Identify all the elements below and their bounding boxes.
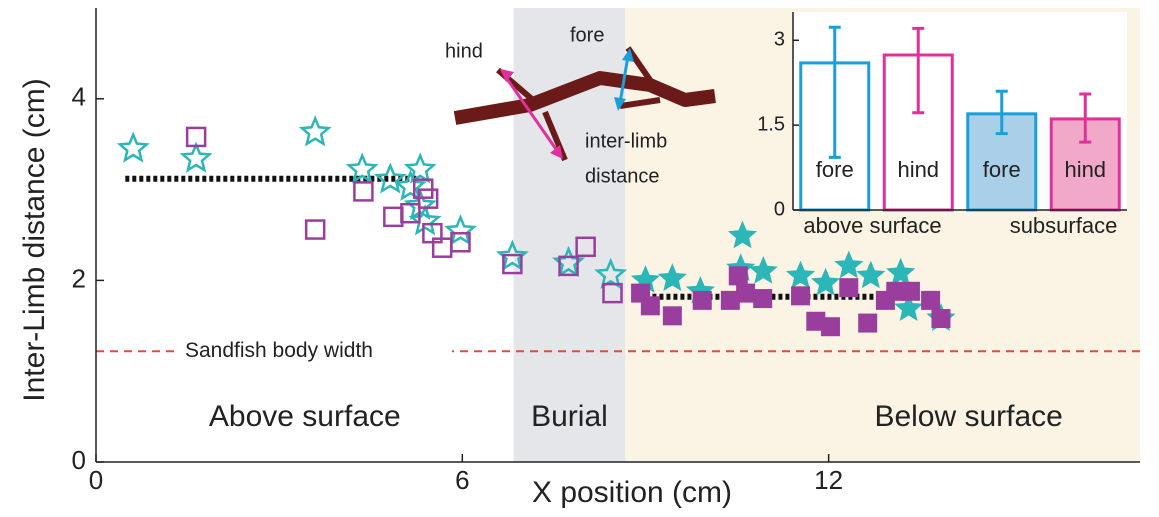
x-tick-label: 12	[814, 465, 843, 495]
main-chart: Above surface Burial Below surface Sandfish…	[18, 8, 1140, 509]
inset-y-tick-label: 0	[774, 198, 785, 220]
square-marker	[353, 181, 374, 202]
square-marker	[304, 219, 326, 240]
sandfish-diagram: hind fore inter-limb distance	[445, 24, 716, 187]
star-marker	[444, 214, 477, 246]
bar-label: fore	[983, 157, 1021, 182]
square-marker	[900, 281, 920, 301]
square-marker	[728, 266, 748, 286]
square-marker	[450, 232, 471, 253]
annotation: distance	[585, 165, 660, 187]
bar-label: hind	[1064, 157, 1106, 182]
annotation: inter-limb	[585, 130, 667, 152]
star-marker	[811, 267, 841, 296]
star-marker	[495, 239, 529, 271]
star-marker	[594, 257, 628, 289]
bar-label: fore	[816, 157, 854, 182]
y-tick-label: 2	[72, 263, 86, 293]
star-marker	[408, 204, 442, 236]
region-label: Above surface	[209, 400, 401, 433]
x-tick-label: 6	[455, 465, 469, 495]
square-marker	[753, 289, 773, 309]
square-marker	[662, 306, 682, 326]
square-marker	[602, 282, 623, 304]
square-marker	[839, 278, 859, 298]
star-marker	[179, 141, 213, 173]
star-marker	[727, 220, 758, 249]
square-marker	[692, 290, 712, 310]
star-marker	[403, 152, 437, 184]
region-label: Below surface	[874, 400, 1062, 433]
inset-chart: fore hind fore hind above surface subsurface 0…	[757, 12, 1127, 238]
error-bar	[912, 26, 925, 115]
square-marker	[502, 253, 523, 275]
arrowhead	[500, 69, 563, 159]
arrow	[503, 75, 560, 153]
star-marker	[393, 169, 427, 201]
star-marker	[856, 260, 886, 289]
square-marker	[575, 236, 596, 258]
group-label: above surface	[803, 213, 941, 238]
region-label: Burial	[531, 400, 608, 433]
star-marker	[345, 152, 379, 184]
square-marker	[417, 188, 439, 209]
leg	[619, 97, 661, 109]
x-tick-label: 0	[89, 465, 103, 495]
leg	[625, 46, 653, 82]
square-marker	[736, 283, 756, 303]
square-marker	[400, 202, 421, 224]
star-marker	[894, 293, 924, 321]
star-marker	[785, 260, 816, 289]
star-marker	[657, 263, 687, 291]
inset-y-tick-label: 3	[774, 29, 785, 51]
y-axis-label: Inter-Limb distance (cm)	[18, 78, 51, 401]
star-marker	[886, 257, 916, 286]
y-tick-label: 0	[72, 445, 86, 475]
square-marker	[820, 317, 840, 337]
star-marker	[834, 250, 864, 279]
x-axis-label: X position (cm)	[532, 476, 732, 509]
square-marker	[640, 296, 660, 316]
group-label: subsurface	[1010, 213, 1118, 238]
leg	[542, 110, 568, 162]
star-marker	[373, 162, 407, 194]
square-marker	[558, 255, 579, 277]
star-marker	[748, 255, 778, 284]
square-marker	[858, 313, 878, 333]
label-bg	[180, 338, 452, 365]
square-marker	[921, 290, 941, 310]
annotation: fore	[570, 24, 604, 46]
error-bar	[828, 25, 841, 159]
error-bar	[1079, 92, 1092, 144]
annotation: hind	[445, 40, 483, 62]
reference-label: Sandfish body width	[185, 339, 373, 362]
y-tick-label: 4	[72, 82, 86, 112]
bar-label: hind	[897, 157, 939, 182]
star-marker	[298, 115, 332, 147]
star-marker	[116, 131, 150, 163]
square-marker	[185, 126, 207, 148]
arrow	[618, 55, 630, 104]
inset-y-tick-label: 1.5	[757, 113, 785, 135]
square-marker	[931, 309, 951, 329]
region	[96, 8, 514, 462]
error-bar	[995, 89, 1008, 136]
square-marker	[791, 286, 811, 306]
